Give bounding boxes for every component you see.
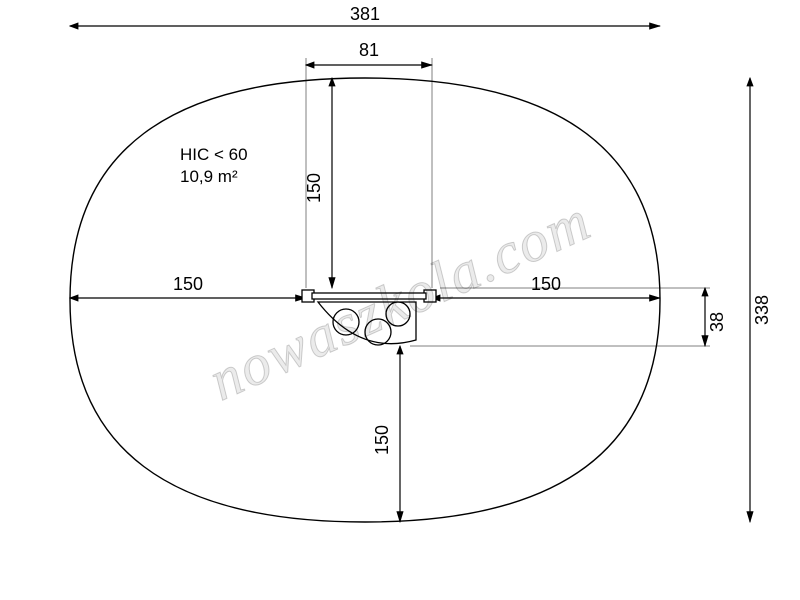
info-area: 10,9 m²: [180, 167, 238, 186]
dim-center-height: 38: [410, 288, 727, 346]
dim-overall-height-label: 338: [752, 295, 772, 325]
dim-center-width: 81: [306, 40, 432, 288]
center-element: [302, 290, 436, 345]
dim-center-width-label: 81: [359, 40, 379, 60]
info-block: HIC < 60 10,9 m²: [180, 145, 248, 186]
dim-right-radius: 150: [432, 274, 660, 298]
dim-bottom-radius: 150: [372, 346, 400, 522]
dim-center-height-label: 38: [707, 312, 727, 332]
safety-zone-outline: [70, 78, 660, 522]
dim-top-radius: 150: [304, 78, 332, 288]
dim-overall-width: 381: [70, 4, 660, 26]
dim-bottom-radius-label: 150: [372, 425, 392, 455]
dim-left-radius: 150: [70, 274, 306, 298]
dim-overall-width-label: 381: [350, 4, 380, 24]
dim-right-radius-label: 150: [531, 274, 561, 294]
dim-top-radius-label: 150: [304, 173, 324, 203]
info-hic: HIC < 60: [180, 145, 248, 164]
dim-overall-height: 338: [750, 78, 772, 522]
dim-left-radius-label: 150: [173, 274, 203, 294]
technical-drawing: 381 81 338 38 150 150 150 150: [0, 0, 800, 600]
